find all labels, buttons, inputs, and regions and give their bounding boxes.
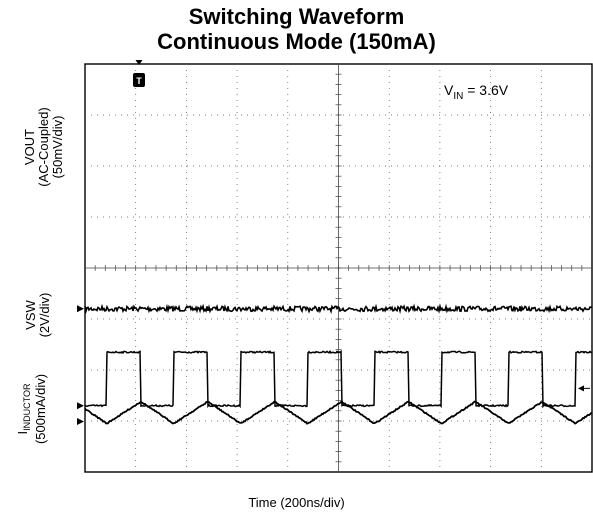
vout-channel-label: VOUT (AC-Coupled) (50mV/div) [22, 62, 71, 232]
markers [77, 60, 590, 426]
vout-label-line: VOUT [22, 128, 37, 166]
grid [84, 63, 593, 473]
vin-annotation: VIN = 3.6V [444, 82, 508, 102]
vin-subscript: IN [453, 90, 464, 102]
chart-title-line1: Switching Waveform [188, 4, 405, 29]
inductor-channel-label: IINDUCTOR (500mA/div) [15, 344, 48, 474]
trigger-position-arrow [135, 60, 143, 65]
trigger-position-badge [133, 73, 145, 87]
vsw-trace [84, 349, 593, 409]
vout-label-line: (AC-Coupled) [36, 107, 51, 187]
inductor-label-main: IINDUCTOR [15, 344, 34, 474]
inductor-label-line: (500mA/div) [33, 373, 48, 445]
vout-ground-marker [77, 305, 84, 313]
vout-trace [84, 303, 593, 315]
chart-title: Switching Waveform Continuous Mode (150m… [0, 4, 593, 54]
vin-value: = 3.6V [463, 82, 509, 98]
inductor-ground-marker [77, 418, 84, 426]
chart-title-line2: Continuous Mode (150mA) [157, 29, 436, 54]
traces [84, 303, 593, 425]
trigger-level-marker [578, 385, 584, 392]
vout-label-line: (50mV/div) [50, 115, 65, 179]
trigger-marker-label: T [136, 76, 142, 86]
vsw-ground-marker [77, 402, 84, 410]
inductor-label-subscript: INDUCTOR [22, 383, 32, 431]
x-axis-label: Time (200ns/div) [248, 495, 345, 510]
inductor-trace [84, 400, 593, 425]
inductor-label-prefix: I [15, 430, 30, 435]
vin-prefix: V [444, 82, 454, 98]
